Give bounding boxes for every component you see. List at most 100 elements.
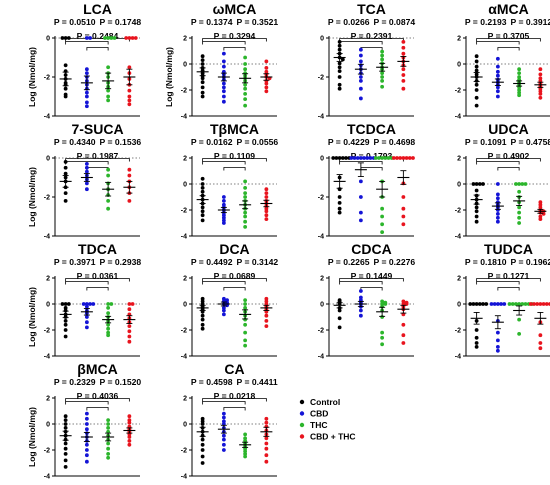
y-tick-label: -2 [44, 74, 50, 81]
data-point [510, 302, 515, 306]
bracket-control-thc [202, 161, 246, 165]
panel-title: ωMCA [213, 1, 257, 17]
data-point [355, 156, 360, 160]
y-tick-label: 2 [183, 35, 187, 42]
panel-title: TDCA [78, 241, 117, 257]
data-point [358, 156, 363, 160]
p-value-control-thc: P = 0.2265 [328, 257, 370, 267]
data-point [544, 302, 549, 306]
data-point [63, 328, 68, 332]
data-point [127, 307, 132, 312]
bracket-control-cbd-thc [65, 158, 130, 162]
data-point [221, 202, 226, 207]
data-point [200, 322, 205, 327]
data-point [264, 420, 269, 425]
data-point [401, 341, 406, 345]
y-axis-label: Log (Nmol/mg) [27, 47, 37, 107]
p-value-control-cbd-thc: P = 0.2938 [100, 257, 142, 267]
data-point [221, 89, 226, 94]
data-point [200, 416, 205, 421]
data-point [358, 96, 363, 101]
data-point [200, 442, 205, 447]
panel-title: βMCA [77, 361, 117, 377]
data-point [84, 67, 89, 72]
data-point [358, 59, 363, 64]
data-point [264, 81, 269, 86]
data-point [362, 156, 366, 160]
y-tick-label: 2 [183, 275, 187, 282]
data-point [337, 206, 342, 211]
data-point [63, 171, 68, 176]
series-thc [102, 418, 115, 460]
series-cbd [217, 195, 230, 225]
data-point [63, 441, 68, 446]
data-point [517, 189, 522, 194]
data-point [380, 71, 385, 75]
series-control [59, 36, 72, 99]
series-cbd-thc [260, 416, 273, 464]
data-point [127, 102, 132, 107]
data-point [200, 317, 205, 322]
data-point [66, 36, 71, 40]
data-point [538, 202, 543, 207]
series-control [59, 160, 72, 203]
data-point [495, 348, 500, 353]
data-point [514, 182, 518, 186]
data-point [264, 446, 269, 451]
data-point [106, 418, 111, 422]
panel-title: TβMCA [210, 121, 259, 137]
data-point [221, 448, 226, 452]
data-point [401, 67, 406, 72]
data-point [264, 85, 269, 90]
data-point [517, 90, 522, 95]
data-point [523, 302, 528, 306]
data-point [507, 302, 512, 306]
series-cbd [491, 56, 504, 99]
y-tick-label: -2 [318, 327, 324, 334]
series-control [196, 416, 209, 465]
bracket-control-cbd-thc [476, 278, 541, 282]
series-thc [102, 36, 117, 103]
data-point [489, 302, 494, 306]
data-point [200, 85, 205, 90]
data-point [221, 437, 226, 442]
data-point [495, 89, 500, 94]
series-thc [102, 167, 115, 211]
data-point [337, 325, 342, 330]
data-point [471, 302, 476, 306]
legend-label-thc: THC [310, 420, 327, 430]
y-tick-label: 0 [183, 421, 187, 428]
series-thc [239, 55, 252, 108]
data-point [200, 218, 205, 223]
data-point [538, 72, 543, 77]
bracket-control-cbd-thc [65, 38, 130, 42]
bracket-cbd-thc [497, 287, 520, 291]
y-tick-label: -2 [318, 194, 324, 201]
data-point [380, 156, 385, 160]
data-point [63, 160, 68, 164]
data-point [84, 411, 89, 416]
data-point [243, 179, 248, 184]
y-tick-label: -4 [44, 113, 50, 120]
data-point [495, 338, 500, 343]
data-point [200, 213, 205, 218]
data-point [200, 186, 205, 190]
p-value-cbd-thc: P = 0.1987 [77, 151, 119, 161]
data-point [264, 319, 269, 323]
data-point [495, 196, 500, 201]
data-point [63, 422, 68, 426]
y-axis-label: Log (Nmol/mg) [27, 167, 37, 227]
data-point [106, 36, 111, 40]
data-point [200, 326, 205, 331]
data-point [337, 40, 342, 44]
data-point [106, 333, 111, 338]
data-point [109, 302, 114, 306]
y-tick-label: 0 [457, 301, 461, 308]
data-point [63, 199, 68, 203]
data-point [63, 458, 68, 463]
data-point [541, 212, 546, 216]
